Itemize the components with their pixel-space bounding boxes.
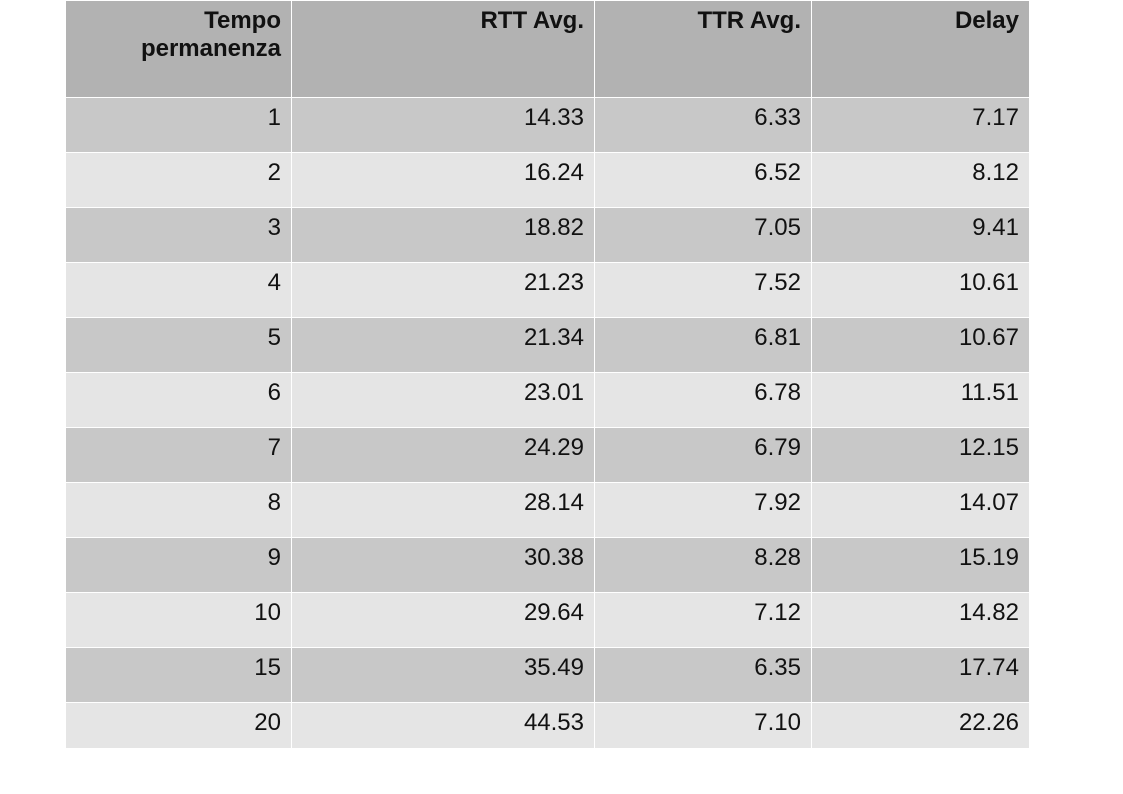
table-row: 7 24.29 6.79 12.15	[65, 427, 1030, 483]
cell-ttr-avg: 7.10	[594, 702, 812, 749]
cell-delay: 14.07	[811, 482, 1030, 538]
cell-rtt-avg: 18.82	[291, 207, 595, 263]
table-row: 3 18.82 7.05 9.41	[65, 207, 1030, 263]
table-row: 9 30.38 8.28 15.19	[65, 537, 1030, 593]
header-ttr-avg: TTR Avg.	[594, 0, 812, 98]
cell-tempo-permanenza: 20	[65, 702, 292, 749]
header-tempo-permanenza: Tempo permanenza	[65, 0, 292, 98]
cell-tempo-permanenza: 8	[65, 482, 292, 538]
cell-rtt-avg: 14.33	[291, 97, 595, 153]
cell-rtt-avg: 24.29	[291, 427, 595, 483]
cell-tempo-permanenza: 4	[65, 262, 292, 318]
table-row: 5 21.34 6.81 10.67	[65, 317, 1030, 373]
cell-tempo-permanenza: 9	[65, 537, 292, 593]
cell-delay: 9.41	[811, 207, 1030, 263]
cell-delay: 17.74	[811, 647, 1030, 703]
header-delay: Delay	[811, 0, 1030, 98]
cell-tempo-permanenza: 6	[65, 372, 292, 428]
cell-delay: 8.12	[811, 152, 1030, 208]
cell-rtt-avg: 44.53	[291, 702, 595, 749]
cell-ttr-avg: 7.12	[594, 592, 812, 648]
table-row: 20 44.53 7.10 22.26	[65, 702, 1030, 749]
cell-delay: 7.17	[811, 97, 1030, 153]
cell-ttr-avg: 6.79	[594, 427, 812, 483]
cell-delay: 12.15	[811, 427, 1030, 483]
cell-rtt-avg: 21.23	[291, 262, 595, 318]
cell-tempo-permanenza: 10	[65, 592, 292, 648]
cell-rtt-avg: 30.38	[291, 537, 595, 593]
table-row: 10 29.64 7.12 14.82	[65, 592, 1030, 648]
cell-tempo-permanenza: 5	[65, 317, 292, 373]
cell-tempo-permanenza: 3	[65, 207, 292, 263]
cell-delay: 10.67	[811, 317, 1030, 373]
table-row: 4 21.23 7.52 10.61	[65, 262, 1030, 318]
cell-delay: 11.51	[811, 372, 1030, 428]
cell-rtt-avg: 16.24	[291, 152, 595, 208]
header-row: Tempo permanenza RTT Avg. TTR Avg. Delay	[65, 0, 1030, 98]
cell-tempo-permanenza: 15	[65, 647, 292, 703]
cell-tempo-permanenza: 7	[65, 427, 292, 483]
cell-tempo-permanenza: 1	[65, 97, 292, 153]
cell-delay: 14.82	[811, 592, 1030, 648]
cell-ttr-avg: 6.35	[594, 647, 812, 703]
cell-ttr-avg: 6.78	[594, 372, 812, 428]
cell-ttr-avg: 6.52	[594, 152, 812, 208]
table-body: 1 14.33 6.33 7.17 2 16.24 6.52 8.12 3 18.82 7.05 9.…	[65, 97, 1030, 749]
header-rtt-avg: RTT Avg.	[291, 0, 595, 98]
cell-rtt-avg: 29.64	[291, 592, 595, 648]
cell-ttr-avg: 8.28	[594, 537, 812, 593]
cell-rtt-avg: 28.14	[291, 482, 595, 538]
cell-ttr-avg: 6.81	[594, 317, 812, 373]
cell-delay: 10.61	[811, 262, 1030, 318]
cell-rtt-avg: 21.34	[291, 317, 595, 373]
cell-ttr-avg: 7.52	[594, 262, 812, 318]
cell-delay: 22.26	[811, 702, 1030, 749]
cell-ttr-avg: 7.05	[594, 207, 812, 263]
cell-ttr-avg: 7.92	[594, 482, 812, 538]
results-table: Tempo permanenza RTT Avg. TTR Avg. Delay…	[65, 0, 1030, 749]
cell-ttr-avg: 6.33	[594, 97, 812, 153]
cell-rtt-avg: 23.01	[291, 372, 595, 428]
table-row: 2 16.24 6.52 8.12	[65, 152, 1030, 208]
table-row: 1 14.33 6.33 7.17	[65, 97, 1030, 153]
table-row: 15 35.49 6.35 17.74	[65, 647, 1030, 703]
cell-rtt-avg: 35.49	[291, 647, 595, 703]
table-row: 6 23.01 6.78 11.51	[65, 372, 1030, 428]
table-header: Tempo permanenza RTT Avg. TTR Avg. Delay	[65, 0, 1030, 98]
cell-delay: 15.19	[811, 537, 1030, 593]
table-row: 8 28.14 7.92 14.07	[65, 482, 1030, 538]
cell-tempo-permanenza: 2	[65, 152, 292, 208]
